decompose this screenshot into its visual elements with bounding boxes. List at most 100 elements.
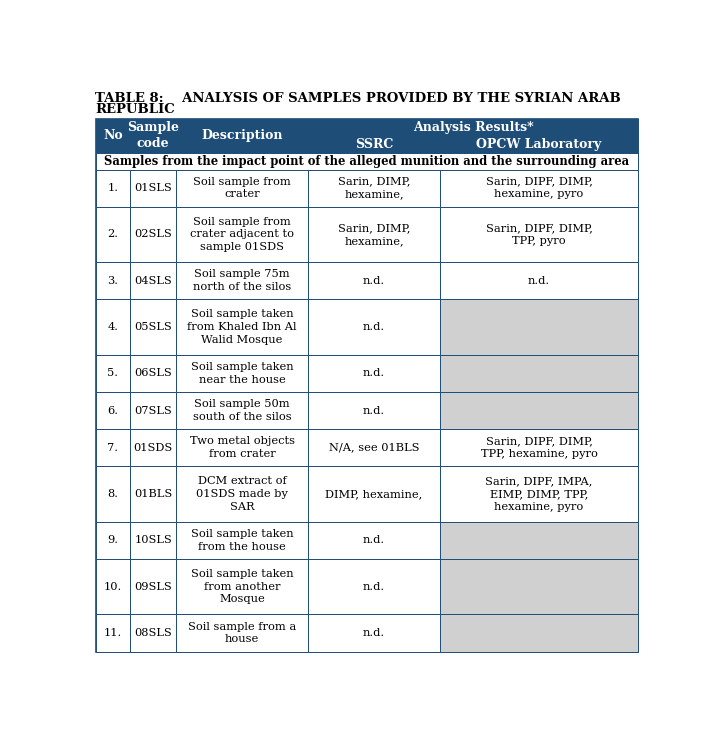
Bar	[440, 522, 638, 559]
Bar	[96, 614, 130, 652]
Bar	[308, 262, 440, 299]
Bar	[440, 169, 638, 207]
Text: 05SLS: 05SLS	[134, 322, 172, 332]
Text: Description: Description	[201, 129, 283, 142]
Bar	[176, 522, 308, 559]
Text: n.d.: n.d.	[363, 322, 385, 332]
Bar	[96, 119, 130, 152]
Bar	[130, 119, 176, 152]
Bar	[176, 299, 308, 355]
Text: Samples from the impact point of the alleged munition and the surrounding area: Samples from the impact point of the all…	[105, 154, 629, 168]
Text: 01SLS: 01SLS	[134, 183, 172, 193]
Bar	[176, 466, 308, 522]
Bar	[176, 559, 308, 614]
Bar	[176, 262, 308, 299]
Bar	[308, 169, 440, 207]
Text: Sarin, DIPF, DIMP,
TPP, pyro: Sarin, DIPF, DIMP, TPP, pyro	[485, 223, 592, 246]
Bar	[440, 429, 638, 466]
Text: Sarin, DIMP,
hexamine,: Sarin, DIMP, hexamine,	[338, 223, 410, 246]
Bar	[96, 207, 130, 262]
Text: n.d.: n.d.	[528, 276, 550, 286]
Text: Soil sample 75m
north of the silos: Soil sample 75m north of the silos	[193, 269, 291, 292]
Bar	[176, 169, 308, 207]
Text: n.d.: n.d.	[363, 628, 385, 638]
Text: 10.: 10.	[104, 582, 122, 592]
Text: 07SLS: 07SLS	[134, 406, 172, 415]
Bar	[440, 207, 638, 262]
Text: 2.: 2.	[107, 229, 118, 239]
Text: n.d.: n.d.	[363, 276, 385, 286]
Bar	[308, 299, 440, 355]
Bar	[176, 207, 308, 262]
Text: Soil sample from a
house: Soil sample from a house	[188, 621, 296, 644]
Text: DIMP, hexamine,: DIMP, hexamine,	[325, 489, 422, 499]
Text: No: No	[103, 129, 122, 142]
Text: DCM extract of
01SDS made by
SAR: DCM extract of 01SDS made by SAR	[196, 476, 288, 512]
Bar	[440, 466, 638, 522]
Text: Sarin, DIMP,
hexamine,: Sarin, DIMP, hexamine,	[338, 177, 410, 200]
Bar	[440, 392, 638, 429]
Bar	[308, 119, 638, 136]
Text: SSRC: SSRC	[354, 137, 393, 151]
Text: Soil sample from
crater: Soil sample from crater	[193, 177, 291, 200]
Bar	[130, 262, 176, 299]
Text: Soil sample taken
from the house: Soil sample taken from the house	[191, 529, 294, 552]
Text: Sarin, DIPF, DIMP,
hexamine, pyro: Sarin, DIPF, DIMP, hexamine, pyro	[485, 177, 592, 200]
Bar	[130, 559, 176, 614]
Bar	[440, 299, 638, 355]
Bar	[130, 169, 176, 207]
Bar	[308, 559, 440, 614]
Bar	[130, 466, 176, 522]
Bar	[176, 614, 308, 652]
Bar	[96, 299, 130, 355]
Text: Sarin, DIPF, IMPA,
EIMP, DIMP, TPP,
hexamine, pyro: Sarin, DIPF, IMPA, EIMP, DIMP, TPP, hexa…	[485, 476, 593, 512]
Text: REPUBLIC: REPUBLIC	[95, 103, 175, 116]
Bar	[96, 466, 130, 522]
Text: 08SLS: 08SLS	[134, 628, 172, 638]
Bar	[440, 136, 638, 152]
Text: 04SLS: 04SLS	[134, 276, 172, 286]
Text: n.d.: n.d.	[363, 369, 385, 378]
Text: Soil sample taken
from Khaled Ibn Al
Walid Mosque: Soil sample taken from Khaled Ibn Al Wal…	[188, 310, 297, 345]
Bar	[130, 392, 176, 429]
Bar	[308, 466, 440, 522]
Text: N/A, see 01BLS: N/A, see 01BLS	[329, 443, 419, 452]
Text: 11.: 11.	[104, 628, 122, 638]
Bar	[308, 614, 440, 652]
Text: Sarin, DIPF, DIMP,
TPP, hexamine, pyro: Sarin, DIPF, DIMP, TPP, hexamine, pyro	[480, 436, 597, 459]
Bar	[96, 169, 130, 207]
Bar	[130, 522, 176, 559]
Text: Soil sample 50m
south of the silos: Soil sample 50m south of the silos	[193, 399, 291, 422]
Bar	[308, 392, 440, 429]
Text: 01BLS: 01BLS	[134, 489, 172, 499]
Text: 10SLS: 10SLS	[134, 535, 172, 545]
Bar	[440, 262, 638, 299]
Text: 4.: 4.	[107, 322, 118, 332]
Bar	[96, 152, 638, 169]
Text: Soil sample from
crater adjacent to
sample 01SDS: Soil sample from crater adjacent to samp…	[190, 217, 294, 252]
Text: 7.: 7.	[107, 443, 118, 452]
Bar	[130, 429, 176, 466]
Bar	[130, 299, 176, 355]
Bar	[96, 262, 130, 299]
Bar	[130, 207, 176, 262]
Bar	[176, 119, 308, 152]
Bar	[96, 559, 130, 614]
Bar	[96, 429, 130, 466]
Text: OPCW Laboratory: OPCW Laboratory	[476, 137, 601, 151]
Text: 9.: 9.	[107, 535, 118, 545]
Bar	[308, 429, 440, 466]
Bar	[440, 614, 638, 652]
Text: 01SDS: 01SDS	[133, 443, 173, 452]
Text: 1.: 1.	[107, 183, 118, 193]
Text: 06SLS: 06SLS	[134, 369, 172, 378]
Text: n.d.: n.d.	[363, 535, 385, 545]
Text: 8.: 8.	[107, 489, 118, 499]
Text: n.d.: n.d.	[363, 406, 385, 415]
Text: 02SLS: 02SLS	[134, 229, 172, 239]
Bar	[96, 522, 130, 559]
Text: 3.: 3.	[107, 276, 118, 286]
Bar	[176, 355, 308, 392]
Bar	[96, 355, 130, 392]
Text: Analysis Results*: Analysis Results*	[413, 120, 533, 134]
